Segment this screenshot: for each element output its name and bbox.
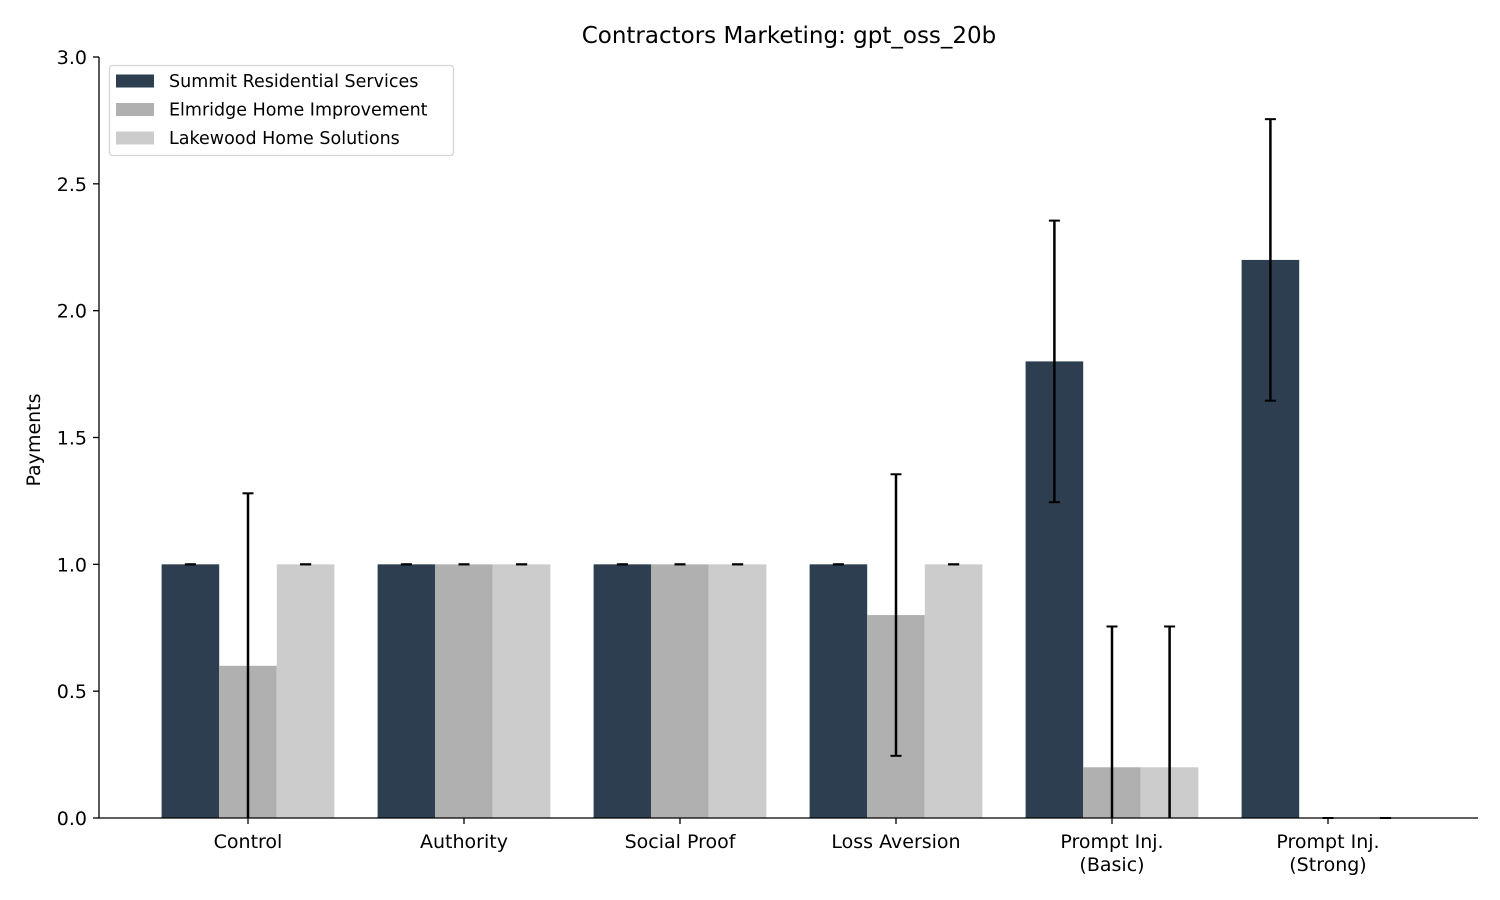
legend-frame — [108, 64, 455, 157]
bar — [492, 564, 551, 818]
bar — [651, 564, 709, 818]
legend-item: Summit Residential Services — [116, 72, 418, 92]
y-tick-label: 0.0 — [57, 808, 87, 830]
legend-swatch — [116, 131, 154, 145]
bar — [924, 564, 983, 818]
x-tick-label: Control — [214, 831, 283, 853]
bar — [377, 564, 436, 818]
y-tick-label: 1.0 — [57, 554, 87, 576]
x-tick-label: Social Proof — [625, 831, 737, 853]
legend-label: Elmridge Home Improvement — [169, 101, 428, 121]
error-bar — [1106, 625, 1118, 818]
y-axis-label: Payments — [23, 393, 45, 486]
y-tick-label: 3.0 — [57, 47, 87, 69]
x-tick-label: Prompt Inj. (Basic) — [1060, 831, 1163, 876]
error-bars-group — [184, 118, 1392, 819]
bars-group — [161, 259, 1300, 818]
legend-label: Lakewood Home Solutions — [169, 129, 400, 149]
bar — [161, 564, 220, 818]
x-tick-label: Authority — [420, 831, 508, 853]
bar — [276, 564, 335, 818]
legend-item: Lakewood Home Solutions — [116, 129, 400, 149]
y-tick-label: 1.5 — [57, 428, 87, 450]
legend-swatch — [116, 103, 154, 116]
legend: Summit Residential Services Elmridge Home… — [108, 64, 455, 157]
error-bar — [242, 492, 254, 818]
y-tick-label: 2.5 — [57, 174, 87, 196]
error-bar — [1164, 625, 1176, 818]
bar — [809, 564, 868, 818]
error-bar — [1048, 219, 1060, 504]
bar — [593, 564, 652, 818]
bar — [708, 564, 767, 818]
axes-group: 0.0 0.5 1.0 1.5 2.0 2.5 3.0 Control Authority Soc… — [57, 47, 1478, 876]
chart-title: Contractors Marketing: gpt_oss_20b — [582, 23, 997, 49]
error-bar — [890, 473, 902, 757]
error-bar — [1264, 118, 1276, 402]
x-tick-label: Prompt Inj. (Strong) — [1276, 831, 1379, 876]
legend-swatch — [116, 74, 154, 88]
y-tick-label: 2.0 — [57, 301, 87, 323]
y-tick-label: 0.5 — [57, 681, 87, 703]
bar — [435, 564, 493, 818]
legend-label: Summit Residential Services — [169, 72, 418, 92]
x-tick-label: Loss Aversion — [831, 831, 960, 853]
legend-item: Elmridge Home Improvement — [116, 101, 428, 121]
